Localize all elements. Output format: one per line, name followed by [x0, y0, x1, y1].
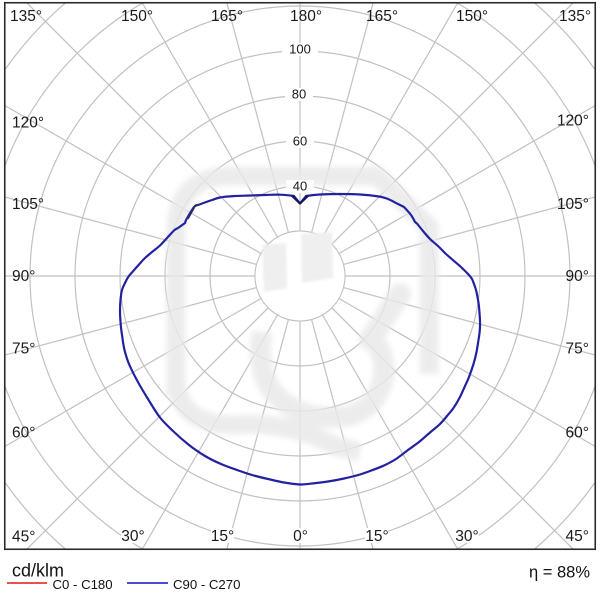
svg-text:120°: 120° — [12, 115, 44, 132]
svg-text:45°: 45° — [12, 529, 35, 546]
svg-text:90°: 90° — [566, 268, 589, 285]
svg-text:165°: 165° — [211, 8, 243, 25]
svg-text:60: 60 — [293, 134, 307, 149]
svg-text:75°: 75° — [12, 341, 35, 358]
svg-text:120°: 120° — [557, 113, 589, 130]
svg-text:100: 100 — [289, 42, 311, 57]
svg-text:150°: 150° — [121, 8, 153, 25]
svg-text:60°: 60° — [566, 425, 589, 442]
svg-text:C90 - C270: C90 - C270 — [173, 577, 240, 592]
svg-text:45°: 45° — [566, 528, 589, 545]
svg-text:150°: 150° — [456, 8, 488, 25]
svg-text:C0 - C180: C0 - C180 — [53, 577, 113, 592]
svg-text:180°: 180° — [290, 8, 322, 25]
svg-text:135°: 135° — [10, 8, 42, 25]
svg-text:105°: 105° — [557, 196, 589, 213]
svg-text:75°: 75° — [566, 341, 589, 358]
svg-text:60°: 60° — [12, 425, 35, 442]
svg-text:0°: 0° — [293, 528, 308, 545]
svg-text:135°: 135° — [559, 8, 591, 25]
svg-text:40: 40 — [293, 179, 307, 194]
svg-text:80: 80 — [292, 87, 306, 102]
svg-text:105°: 105° — [12, 196, 44, 213]
svg-text:cd/klm: cd/klm — [12, 561, 64, 581]
svg-text:15°: 15° — [211, 528, 234, 545]
svg-text:30°: 30° — [121, 528, 144, 545]
svg-text:30°: 30° — [455, 528, 478, 545]
svg-text:η = 88%: η = 88% — [529, 564, 590, 582]
svg-text:15°: 15° — [365, 528, 388, 545]
svg-text:90°: 90° — [12, 268, 35, 285]
svg-text:165°: 165° — [366, 8, 398, 25]
